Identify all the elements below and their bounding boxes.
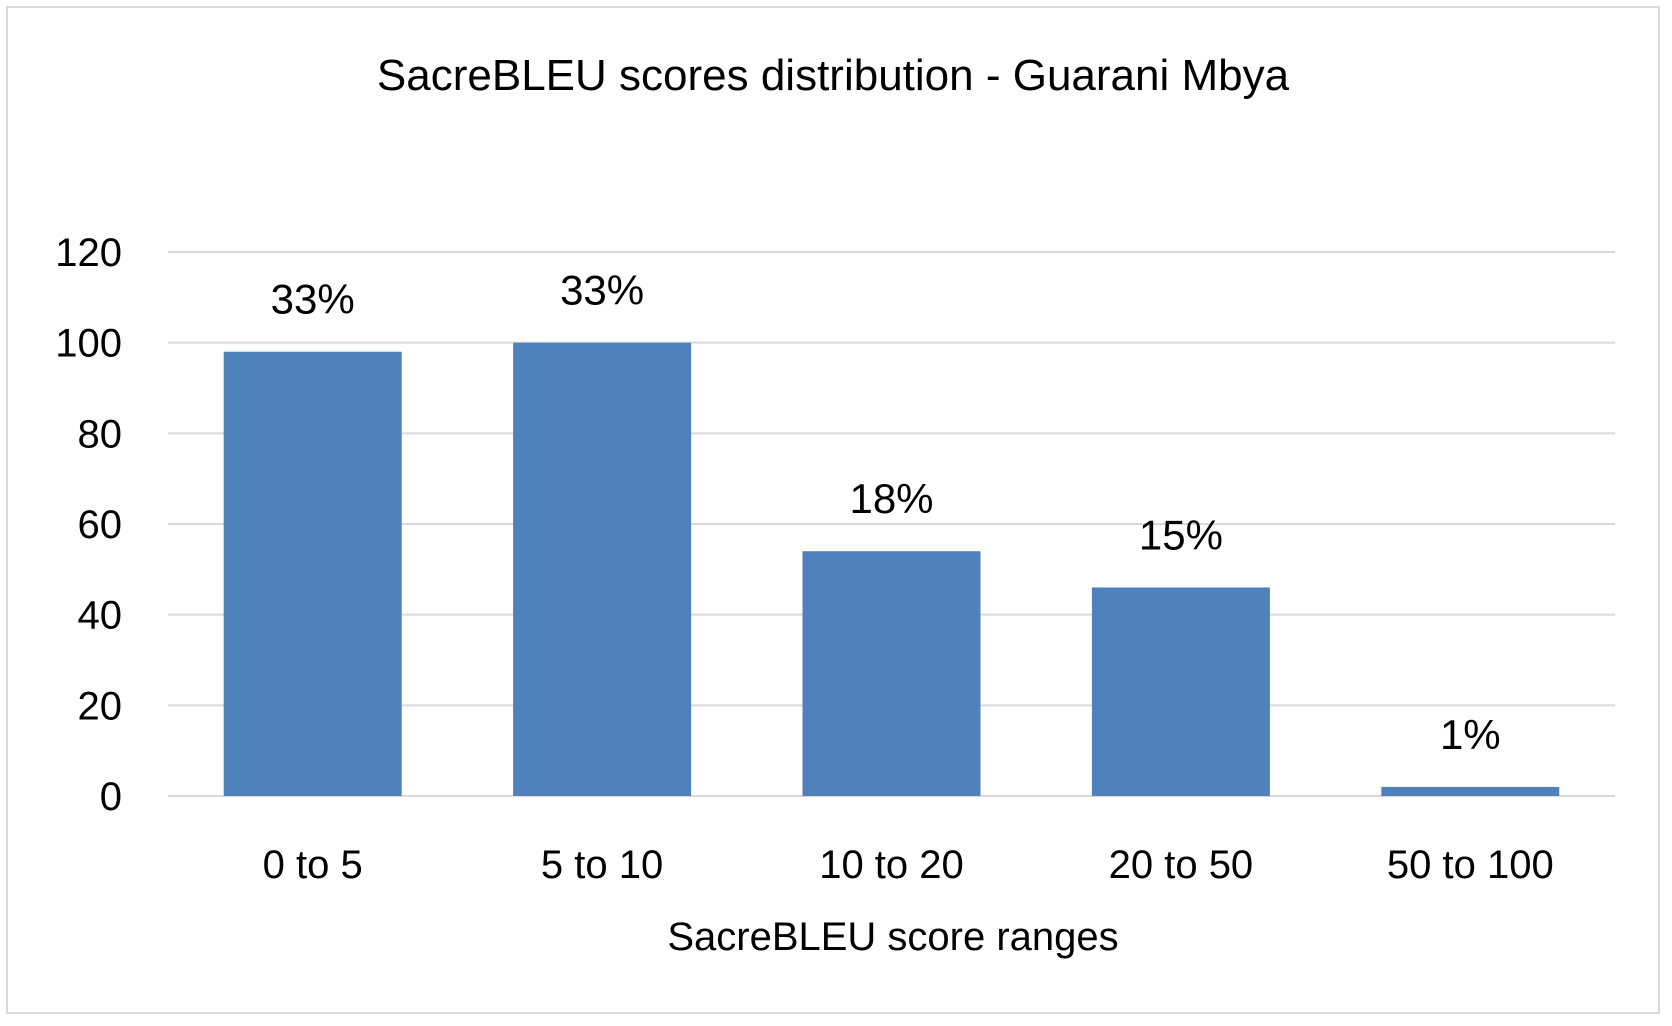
data-label: 33% bbox=[560, 267, 644, 314]
y-axis-ticks: 0 20 40 60 80 100 120 bbox=[55, 231, 122, 819]
y-tick-label: 60 bbox=[78, 503, 123, 547]
data-label: 15% bbox=[1139, 511, 1223, 558]
y-tick-label: 0 bbox=[100, 775, 122, 819]
y-tick-label: 20 bbox=[78, 684, 123, 728]
bars bbox=[223, 342, 1560, 796]
bar bbox=[1091, 587, 1270, 796]
chart-title: SacreBLEU scores distribution - Guarani … bbox=[377, 51, 1290, 100]
data-label: 1% bbox=[1440, 711, 1501, 758]
data-label: 33% bbox=[271, 276, 355, 323]
bar bbox=[802, 551, 981, 796]
y-tick-label: 120 bbox=[55, 231, 122, 275]
y-tick-label: 40 bbox=[78, 594, 123, 638]
x-tick-label: 5 to 10 bbox=[541, 843, 663, 887]
data-labels: 33% 33% 18% 15% 1% bbox=[271, 267, 1501, 758]
y-tick-label: 100 bbox=[55, 322, 122, 366]
bar bbox=[1381, 786, 1560, 796]
x-tick-label: 50 to 100 bbox=[1387, 843, 1554, 887]
bar bbox=[513, 342, 692, 796]
x-axis-ticks: 0 to 5 5 to 10 10 to 20 20 to 50 50 to 100 bbox=[263, 843, 1554, 887]
data-label: 18% bbox=[849, 475, 933, 522]
x-tick-label: 20 to 50 bbox=[1109, 843, 1254, 887]
x-tick-label: 0 to 5 bbox=[263, 843, 363, 887]
bar bbox=[223, 351, 402, 796]
x-axis-title: SacreBLEU score ranges bbox=[667, 915, 1118, 959]
gridlines bbox=[168, 251, 1615, 797]
y-tick-label: 80 bbox=[78, 412, 123, 456]
x-tick-label: 10 to 20 bbox=[819, 843, 964, 887]
